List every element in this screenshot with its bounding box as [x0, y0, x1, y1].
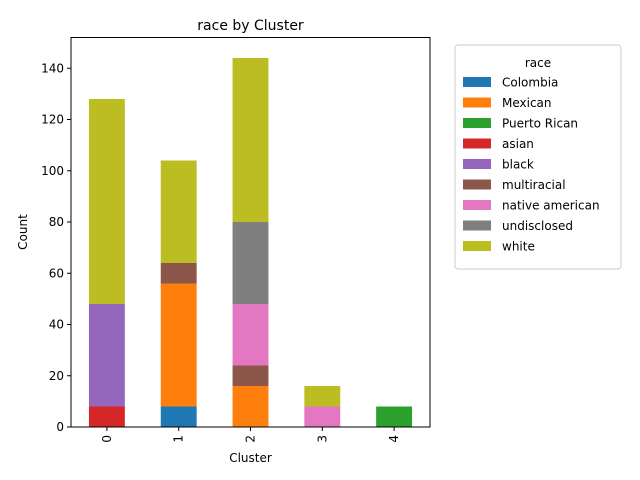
legend-label: Colombia	[502, 76, 558, 90]
legend-label: black	[502, 158, 534, 172]
legend-swatch	[463, 241, 491, 251]
legend-swatch	[463, 200, 491, 210]
bar-mexican-cluster-1	[160, 283, 197, 407]
legend-label: white	[502, 240, 535, 254]
bar-white-cluster-3	[304, 386, 341, 407]
x-tick-label: 4	[387, 435, 401, 443]
y-tick-label: 20	[49, 369, 64, 383]
bar-colombia-cluster-1	[160, 406, 197, 427]
bar-native-american-cluster-2	[232, 304, 269, 366]
legend-swatch	[463, 159, 491, 169]
legend: race Colombia Mexican Puerto Rican asian bla…	[454, 44, 622, 270]
legend-label: multiracial	[502, 178, 566, 192]
legend-swatch	[463, 118, 491, 128]
bar-asian-cluster-0	[88, 406, 125, 427]
legend-items: Colombia Mexican Puerto Rican asian black mul…	[463, 76, 600, 254]
bars-group	[88, 58, 413, 427]
chart-title: race by Cluster	[197, 18, 304, 34]
x-tick-label: 0	[100, 435, 114, 443]
legend-title: race	[525, 56, 551, 70]
bar-native-american-cluster-3	[304, 406, 341, 427]
y-tick-label: 80	[49, 215, 64, 229]
legend-swatch	[463, 220, 491, 231]
legend-label: native american	[502, 199, 600, 213]
bar-white-cluster-0	[88, 99, 125, 304]
x-tick-label: 2	[244, 435, 258, 443]
legend-swatch	[463, 77, 491, 87]
y-axis: 0 20 40 60 80 100 120 140	[41, 61, 71, 434]
legend-swatch	[463, 179, 491, 190]
bar-mexican-cluster-2	[232, 386, 269, 427]
legend-frame	[454, 44, 622, 270]
y-tick-label: 60	[49, 266, 64, 280]
legend-label: Puerto Rican	[502, 117, 578, 131]
legend-swatch	[463, 138, 491, 149]
y-axis-label: Count	[16, 214, 30, 250]
bar-puerto-rican-cluster-4	[376, 406, 413, 427]
bar-undisclosed-cluster-2	[232, 222, 269, 304]
bar-black-cluster-0	[88, 304, 125, 407]
bar-multiracial-cluster-2	[232, 365, 269, 386]
y-tick-label: 140	[41, 61, 64, 75]
y-tick-label: 120	[41, 113, 64, 127]
legend-label: Mexican	[502, 96, 552, 110]
y-tick-label: 0	[56, 420, 64, 434]
bar-multiracial-cluster-1	[160, 263, 197, 284]
x-axis-label: Cluster	[229, 451, 272, 465]
y-tick-label: 100	[41, 164, 64, 178]
x-tick-label: 1	[172, 435, 186, 443]
y-tick-label: 40	[49, 318, 64, 332]
bar-white-cluster-1	[160, 160, 197, 263]
bar-white-cluster-2	[232, 58, 269, 222]
legend-label: asian	[502, 137, 534, 151]
legend-label: undisclosed	[502, 219, 573, 233]
x-tick-label: 3	[315, 435, 329, 443]
x-axis: 0 1 2 3 4	[100, 427, 401, 443]
legend-swatch	[463, 97, 491, 108]
